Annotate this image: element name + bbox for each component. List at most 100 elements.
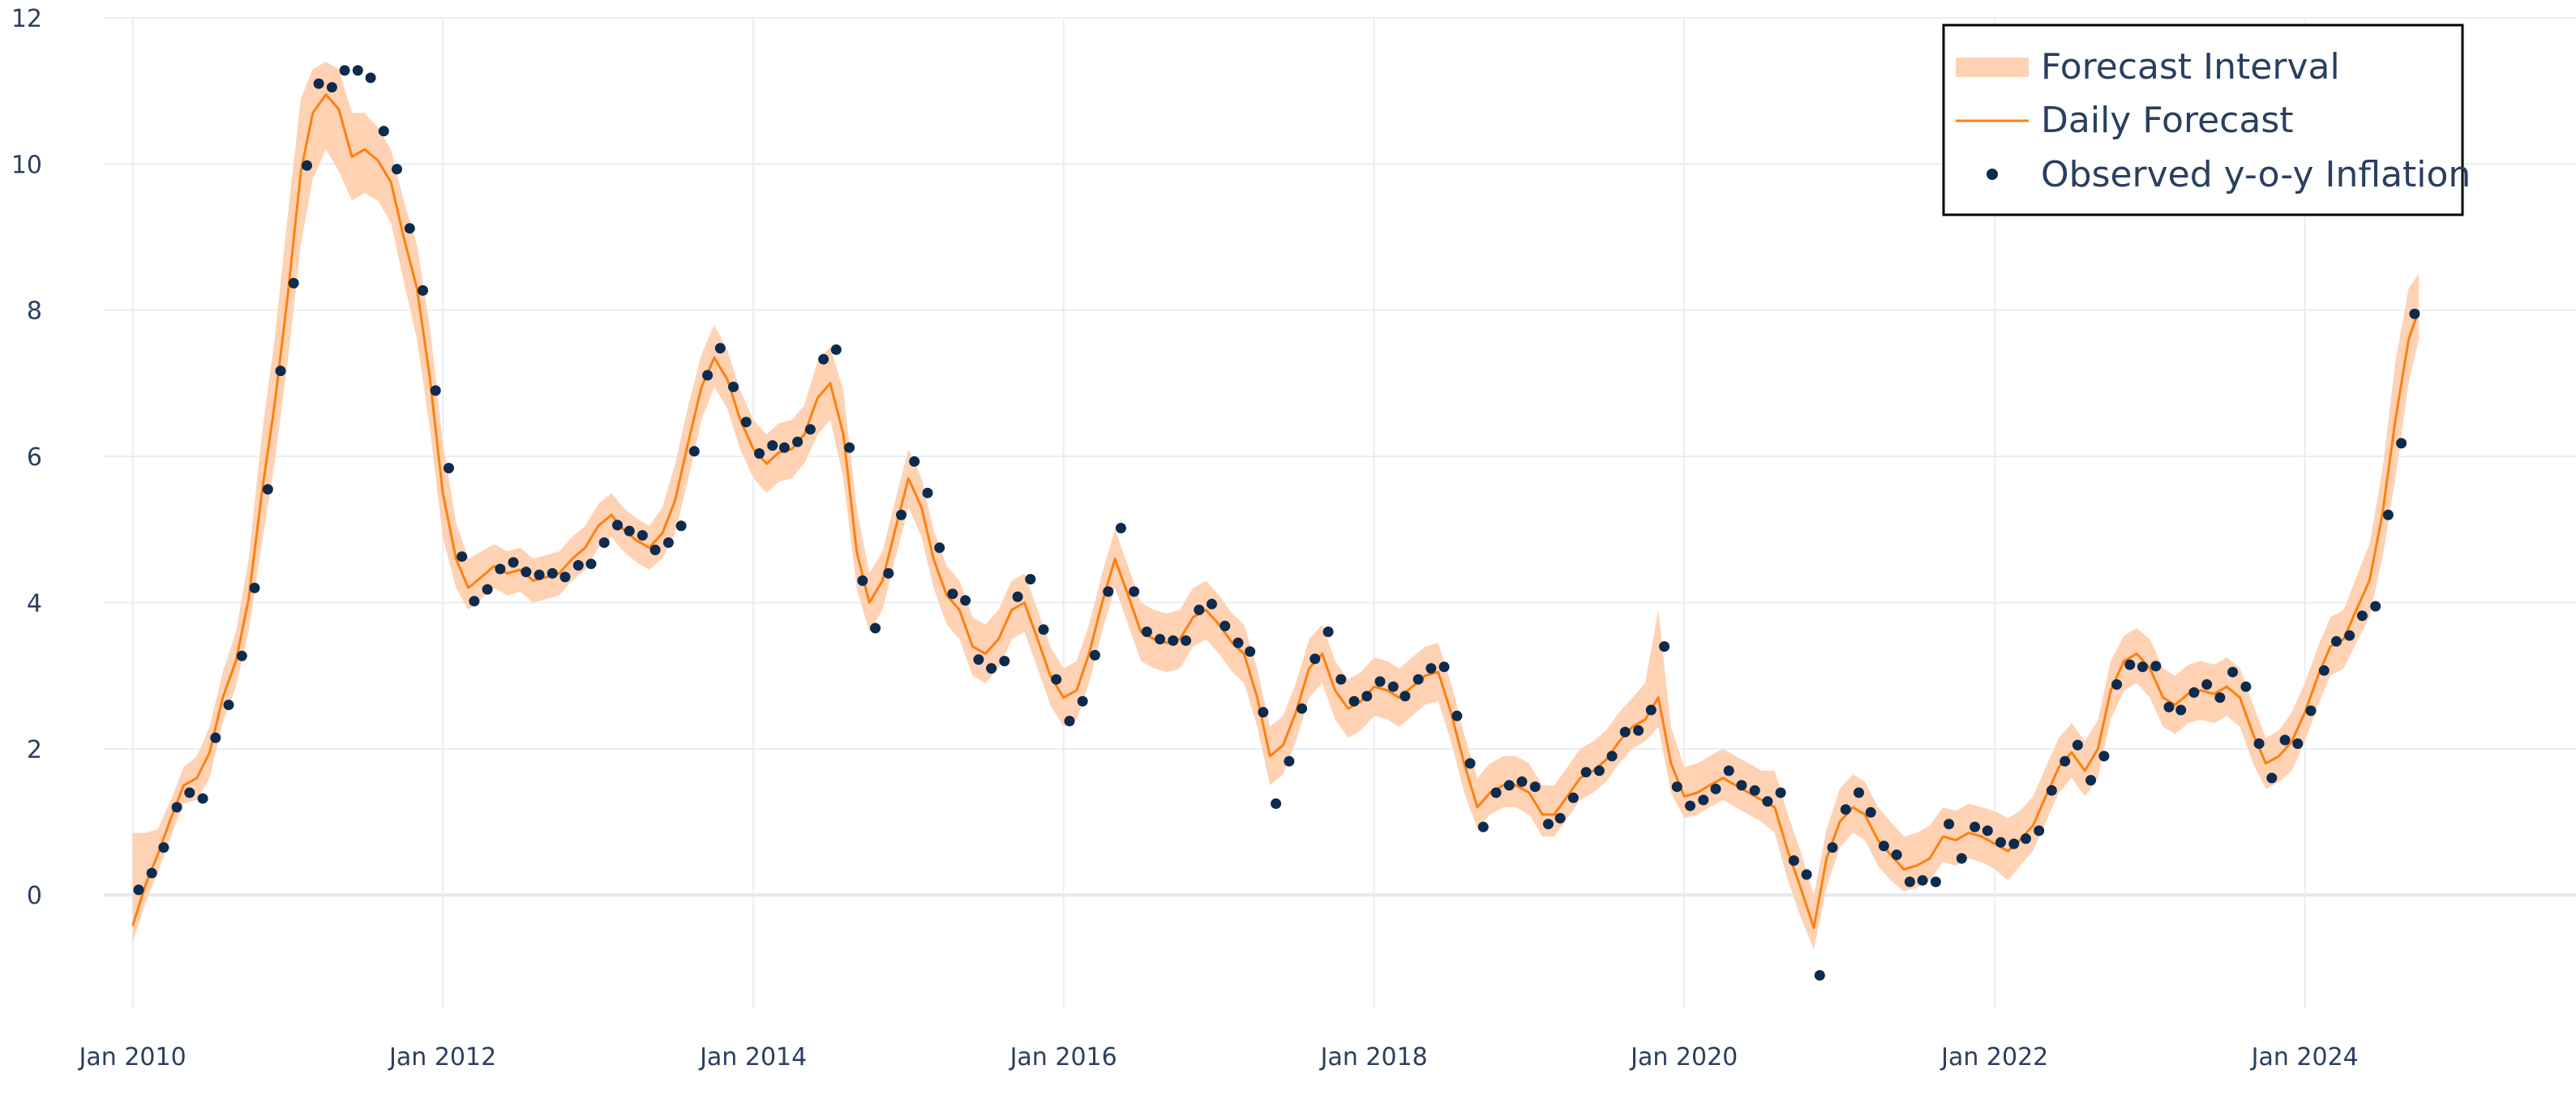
observed-point <box>1387 681 1399 692</box>
legend-dots-label: Observed y-o-y Inflation <box>2041 154 2471 195</box>
observed-point <box>1944 819 1955 830</box>
observed-point <box>585 558 597 570</box>
observed-point <box>598 537 610 548</box>
observed-point <box>2240 681 2252 692</box>
observed-point <box>649 545 661 555</box>
observed-point <box>534 569 545 580</box>
observed-point <box>986 663 997 674</box>
observed-point <box>2344 630 2355 641</box>
legend-band-swatch <box>1956 58 2029 77</box>
observed-point <box>2175 704 2187 716</box>
observed-point <box>418 284 428 296</box>
observed-point <box>1129 586 1140 597</box>
observed-point <box>495 563 506 575</box>
observed-point <box>1982 825 1993 836</box>
x-axis-tick-labels: Jan 2010 Jan 2012 Jan 2014 Jan 2016 Jan 2018… <box>78 1043 2359 1071</box>
observed-point <box>1297 703 1308 714</box>
observed-inflation-points <box>133 65 2420 981</box>
observed-point <box>1956 853 1967 864</box>
observed-point <box>1543 819 1554 830</box>
observed-point <box>1438 661 1450 673</box>
observed-point <box>1051 674 1062 685</box>
observed-point <box>662 537 674 548</box>
observed-point <box>2201 679 2213 690</box>
x-tick-label: Jan 2010 <box>78 1043 186 1071</box>
observed-point <box>1258 707 1269 718</box>
observed-point <box>482 584 493 595</box>
observed-point <box>1207 598 1217 610</box>
observed-point <box>378 126 389 137</box>
observed-point <box>1878 840 1889 852</box>
x-tick-label: Jan 2016 <box>1009 1043 1117 1071</box>
observed-point <box>2266 772 2278 784</box>
observed-point <box>262 484 273 495</box>
observed-point <box>430 385 441 396</box>
daily-forecast-path <box>131 93 2420 930</box>
y-tick-label: 6 <box>27 443 42 472</box>
observed-point <box>1814 969 1825 981</box>
observed-point <box>636 530 648 541</box>
observed-point <box>1606 751 1618 762</box>
observed-point <box>2279 734 2291 746</box>
observed-point <box>767 440 778 451</box>
observed-point <box>1089 649 1100 661</box>
observed-point <box>675 520 687 532</box>
observed-point <box>1348 695 1360 707</box>
observed-point <box>2137 661 2148 673</box>
observed-point <box>1245 646 1256 657</box>
observed-point <box>2124 659 2136 670</box>
observed-point <box>249 582 260 593</box>
observed-point <box>1219 620 1231 631</box>
observed-point <box>1762 796 1773 807</box>
legend-band-label: Forecast Interval <box>2041 46 2340 88</box>
observed-point <box>1930 876 1941 888</box>
observed-point <box>1335 674 1347 685</box>
observed-point <box>1284 755 1295 767</box>
observed-point <box>2072 739 2083 751</box>
observed-point <box>1322 627 1334 637</box>
observed-point <box>546 567 558 579</box>
observed-point <box>1970 821 1981 832</box>
observed-point <box>572 560 584 571</box>
legend[interactable]: Forecast Interval Daily Forecast Observe… <box>1942 24 2471 216</box>
observed-point <box>1619 726 1631 738</box>
observed-point <box>792 436 804 447</box>
observed-point <box>444 463 454 473</box>
observed-point <box>469 596 480 607</box>
legend-box <box>1942 24 2464 216</box>
observed-point <box>1529 781 1541 793</box>
observed-point <box>2409 308 2420 319</box>
observed-point <box>2008 838 2020 849</box>
observed-point <box>778 442 790 453</box>
y-tick-label: 0 <box>27 882 42 910</box>
observed-point <box>2085 775 2097 786</box>
observed-point <box>818 353 829 365</box>
observed-point <box>1917 875 1928 886</box>
observed-point <box>960 595 971 606</box>
observed-point <box>2318 665 2330 676</box>
observed-point <box>1891 849 1902 861</box>
observed-point <box>1168 635 1179 646</box>
observed-point <box>1374 676 1386 687</box>
observed-point <box>1593 765 1605 776</box>
observed-point <box>2111 679 2123 690</box>
y-tick-label: 2 <box>27 736 42 764</box>
observed-point <box>1464 758 1476 769</box>
observed-point <box>1710 783 1721 794</box>
x-tick-label: Jan 2024 <box>2250 1043 2359 1071</box>
x-tick-label: Jan 2012 <box>388 1043 496 1071</box>
observed-point <box>339 65 350 76</box>
observed-point <box>456 551 468 562</box>
observed-point <box>947 588 958 600</box>
observed-point <box>1477 821 1489 832</box>
observed-point <box>1077 695 1088 707</box>
observed-point <box>1399 691 1411 702</box>
observed-point <box>1412 674 1424 685</box>
observed-point <box>1685 800 1695 811</box>
observed-point <box>1271 798 1282 809</box>
observed-point <box>1451 710 1463 721</box>
observed-point <box>2370 601 2381 612</box>
observed-point <box>288 277 299 289</box>
observed-point <box>714 343 726 354</box>
observed-point <box>2227 666 2239 678</box>
